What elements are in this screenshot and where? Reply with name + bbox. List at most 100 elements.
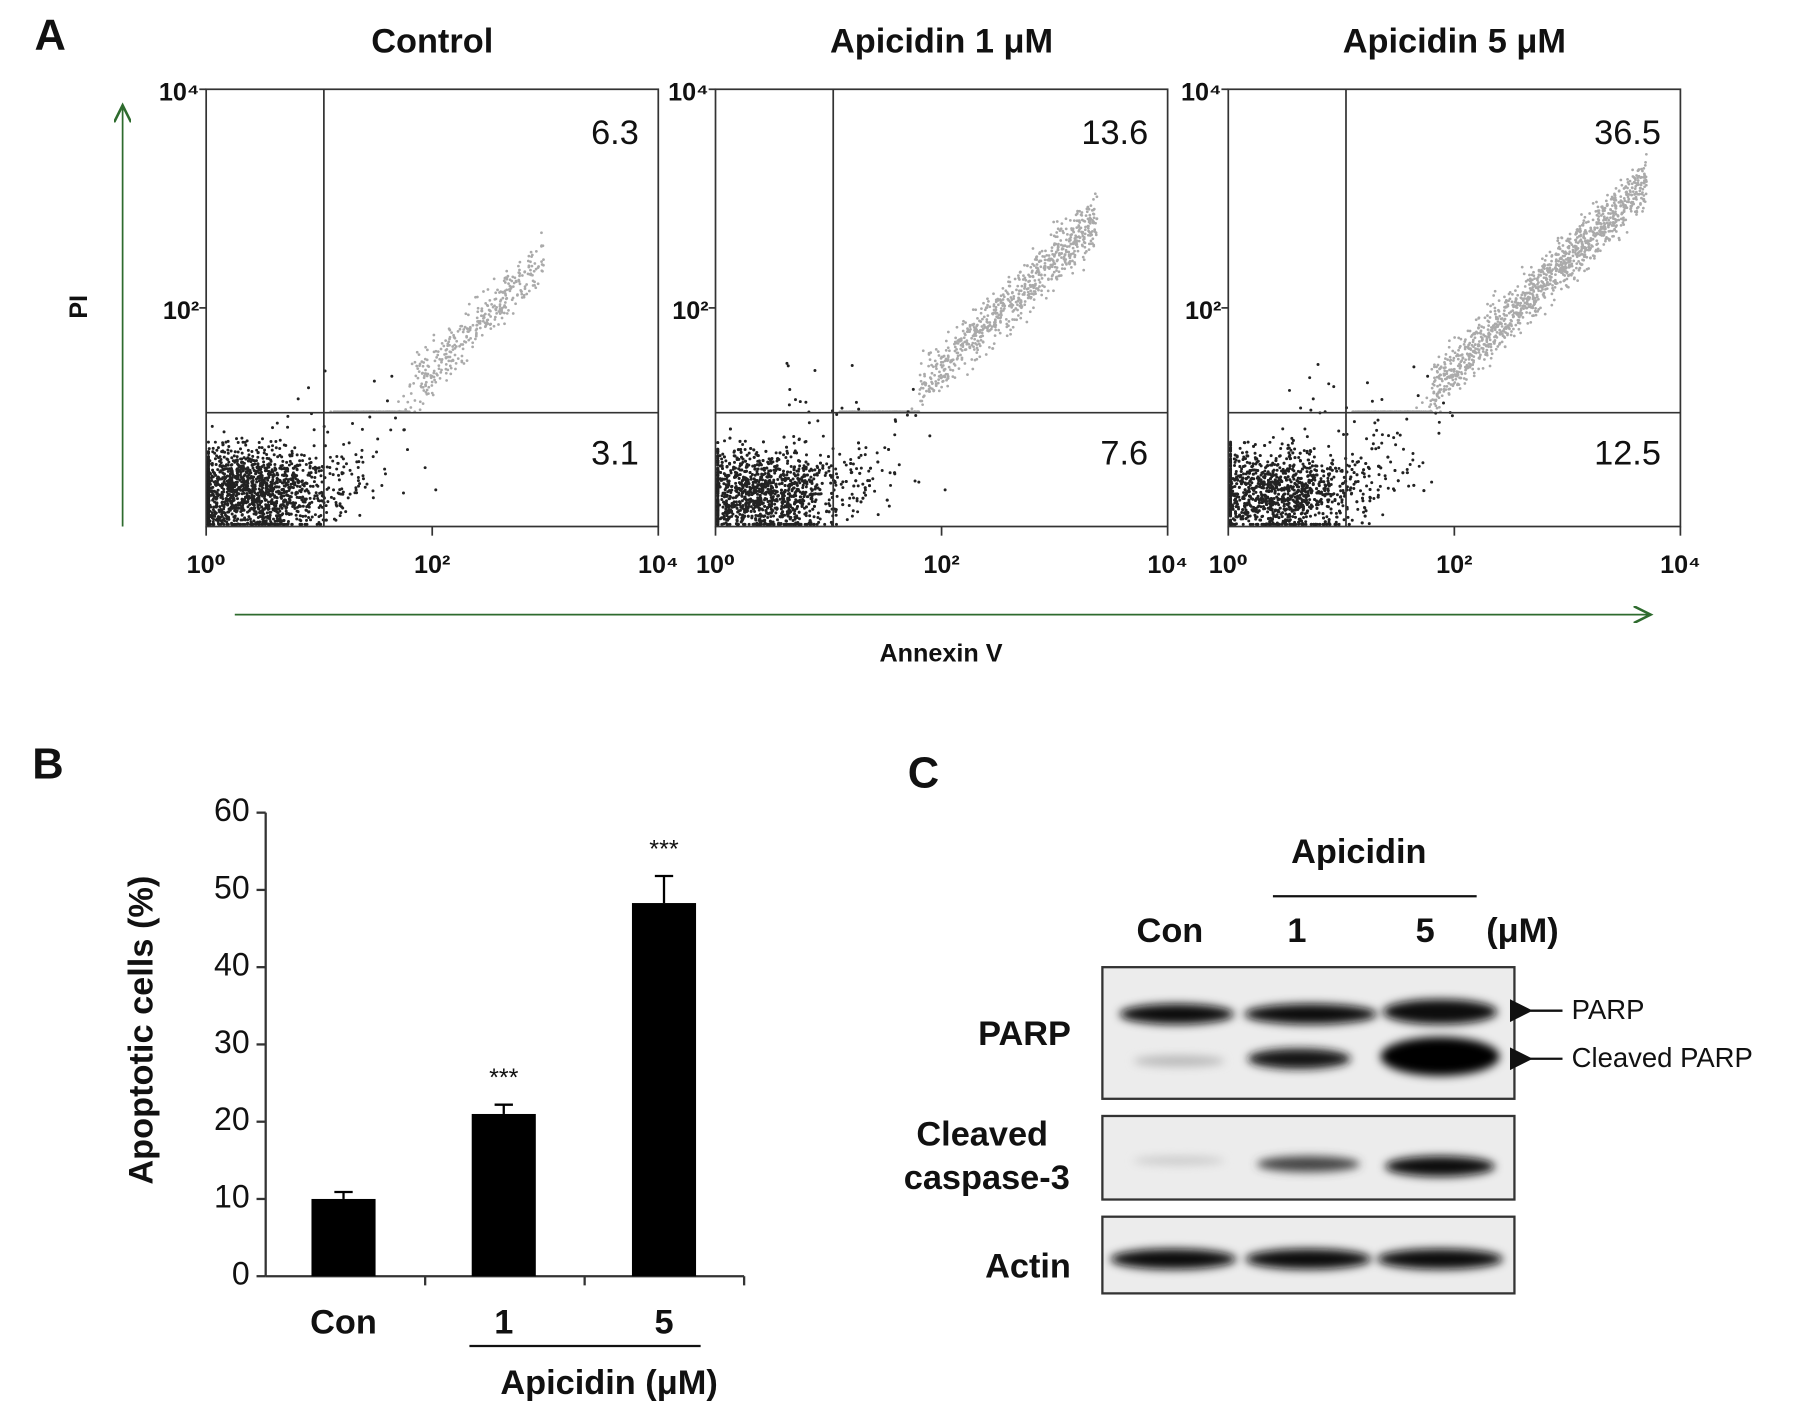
event-dot [751,481,755,484]
event-dot [852,484,856,488]
event-dot [789,479,793,483]
event-dot [999,307,1003,310]
event-dot [266,464,270,468]
event-dot [813,369,817,373]
event-dot [525,292,529,296]
event-dot [420,372,424,375]
event-dot [296,491,299,495]
event-dot [307,516,311,520]
event-dot [415,350,419,354]
event-dot [239,488,243,492]
event-dot [541,269,544,273]
event-dot [266,478,270,482]
event-dot [1031,269,1034,273]
event-dot [468,326,472,330]
event-dot [210,511,214,515]
event-dot [1046,265,1050,269]
event-dot [465,335,469,339]
event-dot [728,461,732,465]
event-dot [227,492,231,496]
event-dot [227,445,231,448]
event-dot [781,510,785,514]
event-dot [760,507,764,511]
event-dot [284,509,288,513]
event-dot [1061,263,1064,267]
event-dot [1083,232,1087,236]
event-dot [272,517,276,521]
event-dot [433,378,436,382]
event-dot [804,400,808,404]
event-dot [817,520,821,524]
event-dot [471,341,475,345]
event-dot [774,465,778,469]
y-tick-label: 10² [163,297,199,325]
event-dot [250,475,254,479]
event-dot [442,344,446,348]
event-dot [220,514,224,518]
event-dot [409,406,413,409]
event-dot [269,440,273,444]
event-dot [272,472,276,476]
event-dot [271,426,275,430]
event-dot [269,485,273,488]
event-dot [466,330,470,333]
event-dot [243,488,247,492]
event-dot [529,250,533,254]
event-dot [487,308,491,312]
event-dot [281,459,285,463]
event-dot [275,480,279,484]
event-dot [788,388,792,391]
event-dot [1007,275,1011,279]
event-dot [955,325,959,329]
event-dot [789,470,793,474]
event-dot [975,324,979,328]
event-dot [852,496,856,500]
event-dot [980,331,984,335]
event-dot [798,400,802,404]
event-dot [748,457,752,461]
event-dot [789,494,793,498]
event-dot [239,473,242,477]
event-dot [810,488,814,492]
event-dot [271,493,275,497]
event-dot [774,451,778,455]
event-dot [978,330,981,333]
event-dot [244,496,248,500]
event-dot [962,336,966,340]
event-dot [1030,292,1034,295]
event-dot [1003,304,1007,308]
event-dot [1094,233,1098,237]
event-dot [796,476,800,480]
event-dot [350,472,354,476]
event-dot [959,353,962,357]
event-dot [935,367,938,371]
event-dot [361,474,365,478]
event-dot [968,323,972,327]
event-dot [991,347,994,350]
event-dot [785,502,789,506]
event-dot [264,520,268,524]
event-dot [518,268,521,272]
event-dot [752,522,756,526]
event-dot [999,316,1003,319]
event-dot [716,456,720,460]
event-dot [1070,266,1073,269]
event-dot [256,455,260,459]
event-dot [808,522,812,526]
event-dot [861,496,865,500]
event-dot [978,344,982,348]
event-dot [818,492,822,496]
event-dot [728,436,732,440]
event-dot [953,345,957,349]
event-dot [953,342,956,346]
event-dot [453,353,457,357]
event-dot [769,515,773,519]
event-dot [775,497,779,501]
event-dot [226,497,230,501]
event-dot [214,490,218,494]
event-dot [304,498,308,502]
event-dot [939,363,943,367]
event-dot [1005,291,1009,294]
event-dot [298,504,302,508]
event-dot [332,488,336,492]
